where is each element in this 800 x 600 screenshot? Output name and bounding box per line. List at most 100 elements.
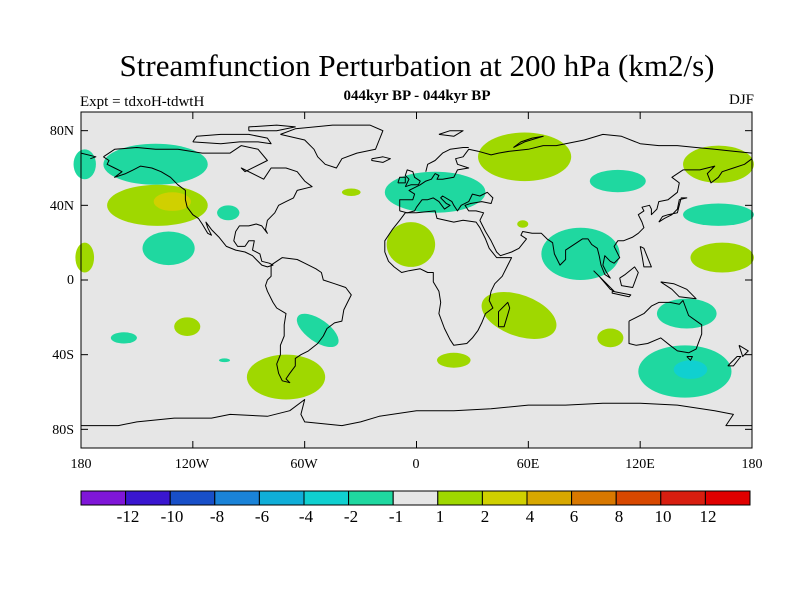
anomaly-contour: [517, 220, 529, 228]
anomaly-contour: [690, 242, 754, 273]
coastline: [248, 124, 296, 132]
colorbar-label: 12: [699, 507, 717, 526]
season-label: DJF: [728, 92, 754, 108]
colorbar-box: [615, 490, 662, 506]
anomaly-contour: [110, 332, 137, 344]
colorbar-box: [214, 490, 260, 506]
coastline: [628, 300, 703, 354]
anomaly-contour: [296, 313, 339, 348]
anomaly-contour: [384, 171, 486, 213]
colorbar-box: [169, 490, 216, 506]
colorbar-box: [437, 490, 483, 506]
experiment-label: Expt = tdxoH-tdwtH: [80, 94, 205, 110]
coastline: [660, 281, 697, 300]
anomaly-contour: [673, 360, 708, 379]
anomaly-contour: [341, 188, 361, 196]
plot-subtitle: 044kyr BP - 044kyr BP: [343, 88, 491, 104]
lon-label-60e: 60E: [516, 457, 540, 472]
anomaly-contour: [174, 317, 201, 336]
colorbar-label: -8: [209, 507, 225, 526]
colorbar-label: 1: [435, 507, 445, 526]
coastline: [192, 133, 272, 145]
coastline: [738, 344, 749, 357]
anomaly-contour: [218, 358, 231, 363]
colorbar-label: -12: [116, 507, 140, 526]
anomaly-contour: [153, 192, 191, 211]
colorbar-box: [392, 490, 439, 506]
lat-label-80s: 80S: [52, 423, 74, 438]
anomaly-contour: [217, 205, 240, 221]
colorbar-label: -10: [160, 507, 184, 526]
coastline: [80, 152, 97, 160]
lon-label-60w: 60W: [290, 457, 318, 472]
colorbar-box: [125, 490, 171, 506]
coastline: [619, 266, 639, 288]
anomaly-contour: [103, 143, 208, 185]
coastline: [397, 176, 406, 184]
coastline: [513, 135, 544, 148]
plot-title: Streamfunction Perturbation at 200 hPa (…: [119, 48, 715, 83]
colorbar-box: [704, 490, 751, 506]
colorbar-box: [571, 490, 617, 506]
anomaly-contour: [589, 169, 646, 193]
colorbar-label: -1: [388, 507, 404, 526]
coastline: [438, 130, 464, 137]
anomaly-contour: [683, 145, 754, 183]
coastline: [658, 197, 688, 223]
anomaly-contour: [597, 328, 624, 348]
anomaly-contour: [142, 231, 195, 266]
lon-label-180e: 180: [741, 457, 763, 472]
anomaly-contour: [656, 298, 717, 329]
map-ticks: [80, 112, 753, 448]
colorbar-box: [481, 490, 528, 506]
coastline: [399, 158, 753, 279]
colorbar-label: 2: [480, 507, 490, 526]
coastline: [498, 301, 511, 328]
anomaly-contour: [75, 242, 95, 273]
coastline: [384, 210, 513, 346]
coastline: [686, 356, 693, 361]
lat-label-80n: 80N: [49, 124, 74, 139]
colorbar-label: 10: [654, 507, 672, 526]
coastline: [265, 257, 352, 384]
coastline: [280, 124, 384, 169]
anomaly-contour: [386, 222, 436, 267]
colorbar-label: 8: [614, 507, 624, 526]
anomaly-contour: [481, 291, 557, 339]
coastline: [103, 145, 313, 268]
lon-label-180w: 180: [70, 457, 92, 472]
lon-label-120e: 120E: [625, 457, 655, 472]
anomaly-contour: [437, 352, 471, 368]
anomaly-contour: [246, 354, 326, 400]
coastline: [425, 147, 469, 172]
coastline: [81, 399, 752, 427]
anomaly-contour: [478, 132, 572, 182]
colorbar-label: -2: [343, 507, 359, 526]
coastline: [611, 290, 632, 298]
anomaly-contours: [73, 132, 754, 400]
anomaly-contour: [683, 203, 754, 226]
coastline: [639, 245, 652, 268]
colorbar-label: -4: [298, 507, 314, 526]
colorbar-box: [303, 490, 350, 506]
coastline: [371, 156, 391, 163]
colorbar-label: -6: [254, 507, 270, 526]
lat-label-0: 0: [67, 273, 74, 288]
coastline: [404, 169, 421, 188]
colorbar-box: [258, 490, 305, 506]
colorbar-box: [80, 490, 127, 506]
coastlines: [80, 124, 753, 427]
colorbar-box: [348, 490, 394, 506]
colorbar-box: [660, 490, 706, 506]
colorbar-label: 4: [525, 507, 535, 526]
anomaly-contour: [73, 149, 96, 180]
coastline: [593, 270, 615, 292]
coastline: [727, 356, 742, 367]
anomaly-contour: [541, 227, 620, 280]
colorbar-label: 6: [569, 507, 579, 526]
lat-label-40n: 40N: [49, 199, 74, 214]
lon-label-120w: 120W: [174, 457, 210, 472]
coastline: [399, 133, 753, 211]
